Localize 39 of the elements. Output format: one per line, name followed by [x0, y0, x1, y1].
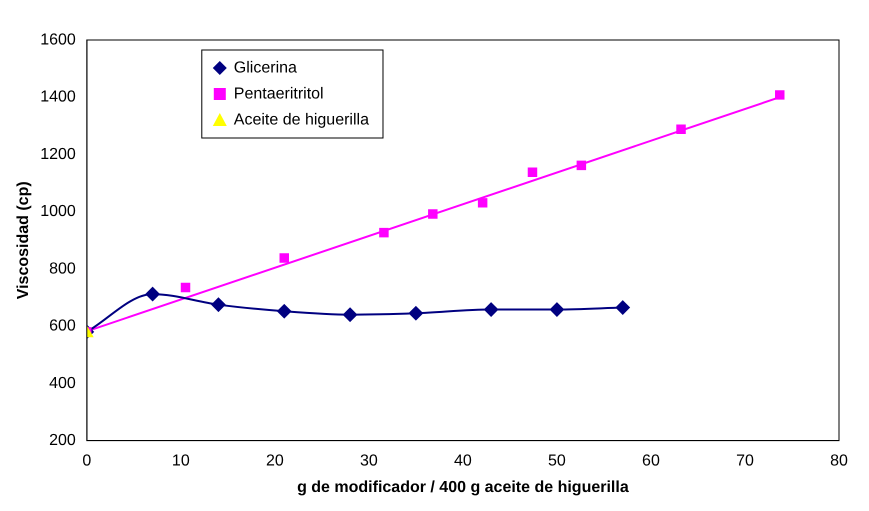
x-tick-label: 20 — [266, 452, 284, 470]
x-tick-label: 80 — [830, 452, 848, 470]
point — [180, 282, 190, 292]
y-tick-label: 200 — [49, 432, 76, 450]
point — [408, 306, 423, 320]
x-tick-label: 0 — [82, 452, 92, 470]
y-tick-label: 800 — [49, 260, 76, 278]
point — [277, 304, 292, 318]
y-tick-label: 600 — [49, 318, 76, 335]
x-tick-label: 30 — [360, 452, 378, 470]
point — [550, 302, 564, 317]
legend-label: Pentaeritritol — [234, 85, 324, 102]
point — [576, 160, 586, 170]
point — [484, 302, 498, 317]
y-tick-label: 1200 — [40, 146, 76, 163]
y-axis-title: Viscosidad (cp) — [15, 181, 32, 300]
x-tick-label: 50 — [548, 452, 566, 470]
point — [616, 300, 630, 315]
legend-label: Aceite de higuerilla — [234, 111, 370, 128]
point — [775, 90, 785, 100]
y-tick-label: 1600 — [40, 31, 76, 48]
x-tick-label: 70 — [736, 452, 754, 470]
point — [343, 308, 358, 322]
point — [146, 287, 160, 302]
point — [211, 298, 226, 312]
point — [528, 167, 538, 177]
y-tick-label: 1000 — [40, 203, 76, 220]
x-tick-label: 10 — [172, 452, 190, 470]
point — [280, 253, 289, 263]
point — [379, 228, 389, 238]
legend-label: Glicerina — [234, 59, 298, 76]
y-tick-label: 1400 — [40, 88, 76, 106]
y-tick-label: 400 — [49, 374, 76, 392]
point — [676, 124, 686, 134]
x-axis-title: g de modificador / 400 g aceite de higuerilla — [297, 478, 629, 496]
point — [478, 198, 488, 208]
point — [428, 209, 438, 219]
x-tick-label: 60 — [642, 452, 660, 470]
x-tick-label: 40 — [454, 452, 472, 470]
